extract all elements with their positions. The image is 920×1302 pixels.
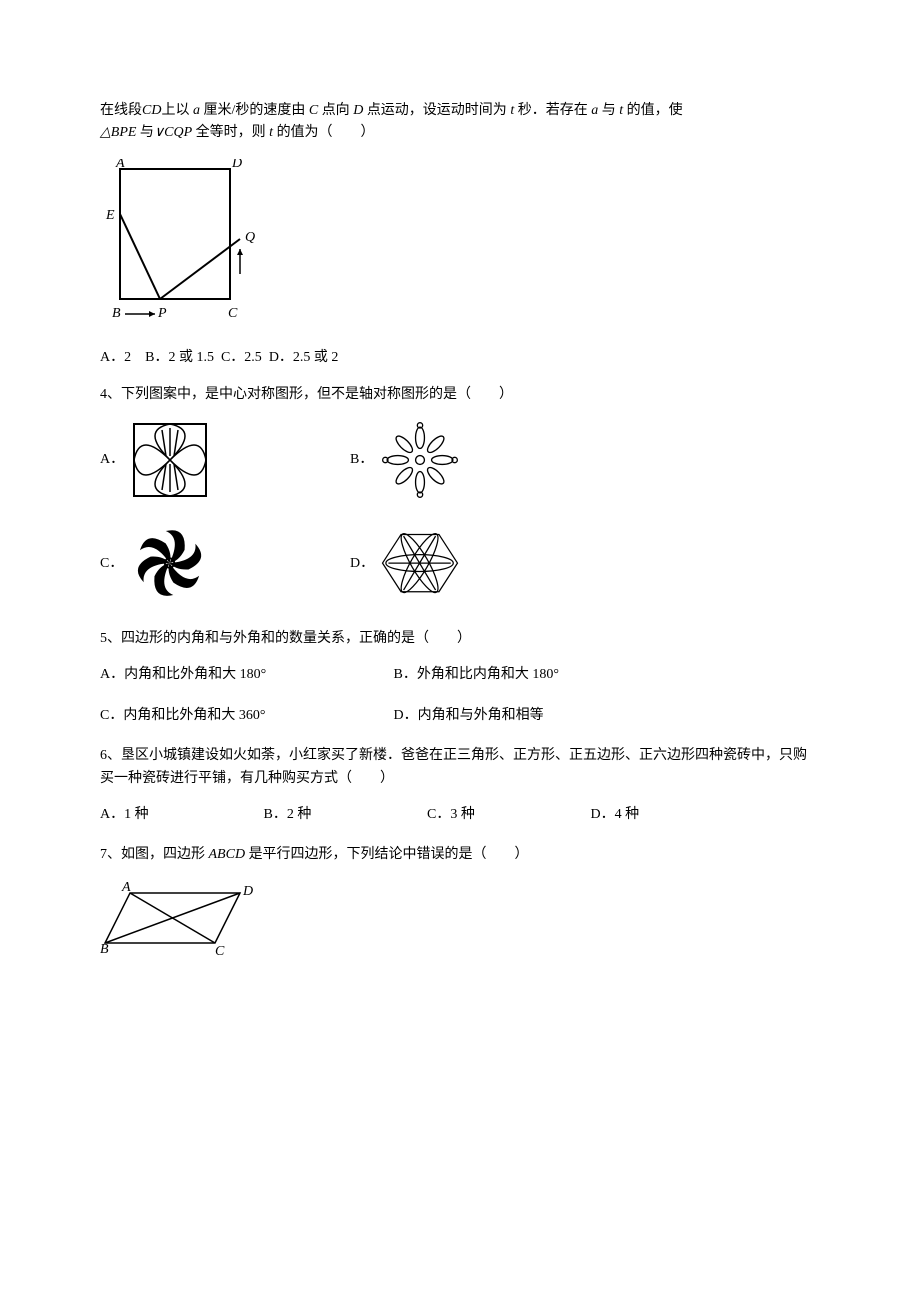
- q6-opt-a: A．1 种: [100, 804, 260, 826]
- q7-stem: 7、如图，四边形 ABCD 是平行四边形，下列结论中错误的是（ ）: [100, 844, 820, 866]
- q3-fig-A: A: [115, 159, 125, 171]
- q7-figure: A D B C: [100, 881, 820, 969]
- q3-c: C: [309, 103, 318, 118]
- q7-fig-B: B: [100, 942, 109, 957]
- q3-fig-E: E: [105, 208, 115, 223]
- q5-opt-d: D．内角和与外角和相等: [394, 705, 544, 727]
- q4-svg-a: [130, 420, 210, 500]
- q3-a2: a: [591, 103, 598, 118]
- q7-fig-C: C: [215, 944, 225, 959]
- q3-t4: 点向: [322, 103, 350, 118]
- q3-a: a: [193, 103, 200, 118]
- q5-options-row1: A．内角和比外角和大 180° B．外角和比内角和大 180°: [100, 664, 820, 686]
- q5-opt-c: C．内角和比外角和大 360°: [100, 705, 390, 727]
- q3-fig-D: D: [231, 159, 242, 171]
- q3-opt-d: D．2.5 或 2: [269, 347, 339, 369]
- q3-figure-svg: A D E Q B P C: [100, 159, 260, 329]
- q7-p1: 7、如图，四边形: [100, 847, 205, 862]
- q3-opt-c: C．2.5: [221, 347, 262, 369]
- q3-fig-Q: Q: [245, 230, 255, 245]
- q3-text: 在线段: [100, 103, 142, 118]
- q3-t3: 厘米/秒的速度由: [203, 103, 305, 118]
- q4-img-b: [380, 420, 460, 500]
- q3-t8: 的值，使: [627, 103, 683, 118]
- q3-fig-P: P: [157, 306, 167, 321]
- q3-t2: 上以: [161, 103, 189, 118]
- q5-options-row2: C．内角和比外角和大 360° D．内角和与外角和相等: [100, 705, 820, 727]
- q3-d: D: [353, 103, 363, 118]
- q3-options: A．2 B．2 或 1.5 C．2.5 D．2.5 或 2: [100, 347, 820, 369]
- q4-svg-b: [380, 415, 460, 505]
- q7-abcd: ABCD: [209, 847, 246, 862]
- q3-seg-cd: CD: [142, 103, 161, 118]
- q4-opt-b-label: B．: [350, 449, 380, 471]
- q4-stem: 4、下列图案中，是中心对称图形，但不是轴对称图形的是（ ）: [100, 384, 820, 406]
- page-root: 在线段CD上以 a 厘米/秒的速度由 C 点向 D 点运动，设运动时间为 t 秒…: [0, 0, 920, 1059]
- q5-opt-a: A．内角和比外角和大 180°: [100, 664, 390, 686]
- q3-t: t: [510, 103, 514, 118]
- q3-fig-C: C: [228, 306, 238, 321]
- q6-stem: 6、垦区小城镇建设如火如荼，小红家买了新楼．爸爸在正三角形、正方形、正五边形、正…: [100, 745, 820, 790]
- q4-svg-d: [380, 521, 460, 606]
- q3-t6: 秒．若存在: [518, 103, 588, 118]
- q6-opt-c: C．3 种: [427, 804, 587, 826]
- q3-figure: A D E Q B P C: [100, 159, 820, 337]
- q3-l2e: 的值为（ ）: [277, 125, 375, 140]
- q3-t7: 与: [602, 103, 616, 118]
- q4-img-c: [130, 524, 210, 604]
- q4-img-d: [380, 524, 460, 604]
- q5-stem: 5、四边形的内角和与外角和的数量关系，正确的是（ ）: [100, 628, 820, 650]
- q3-bpe: △BPE: [100, 125, 136, 140]
- q7-fig-D: D: [242, 884, 253, 899]
- q7-figure-svg: A D B C: [100, 881, 260, 961]
- q7-p2: 是平行四边形，下列结论中错误的是（ ）: [249, 847, 529, 862]
- q3-l2p: 全等时，则: [196, 125, 266, 140]
- q4-img-a: [130, 420, 210, 500]
- q3-opt-b: B．2 或 1.5: [145, 347, 214, 369]
- q6-opt-d: D．4 种: [591, 804, 640, 826]
- q3-t5: 点运动，设运动时间为: [367, 103, 507, 118]
- q5-opt-b: B．外角和比内角和大 180°: [394, 664, 559, 686]
- q3-l2t: t: [269, 125, 273, 140]
- q3-cqp: ∨CQP: [154, 125, 192, 140]
- q4-svg-c: [130, 521, 210, 606]
- q3-opt-a: A．2: [100, 347, 131, 369]
- q6-options: A．1 种 B．2 种 C．3 种 D．4 种: [100, 804, 820, 826]
- q3-t2b: t: [619, 103, 623, 118]
- q4-row-ab: A． B．: [100, 420, 820, 500]
- q4-row-cd: C． D．: [100, 524, 820, 604]
- q3-fig-B: B: [112, 306, 121, 321]
- q7-fig-A: A: [121, 881, 131, 895]
- q3-mid: 与: [140, 125, 154, 140]
- q4-opt-c-label: C．: [100, 553, 130, 575]
- q4-opt-d-label: D．: [350, 553, 380, 575]
- q6-opt-b: B．2 种: [264, 804, 424, 826]
- q4-opt-a-label: A．: [100, 449, 130, 471]
- q3-continuation-para: 在线段CD上以 a 厘米/秒的速度由 C 点向 D 点运动，设运动时间为 t 秒…: [100, 100, 820, 145]
